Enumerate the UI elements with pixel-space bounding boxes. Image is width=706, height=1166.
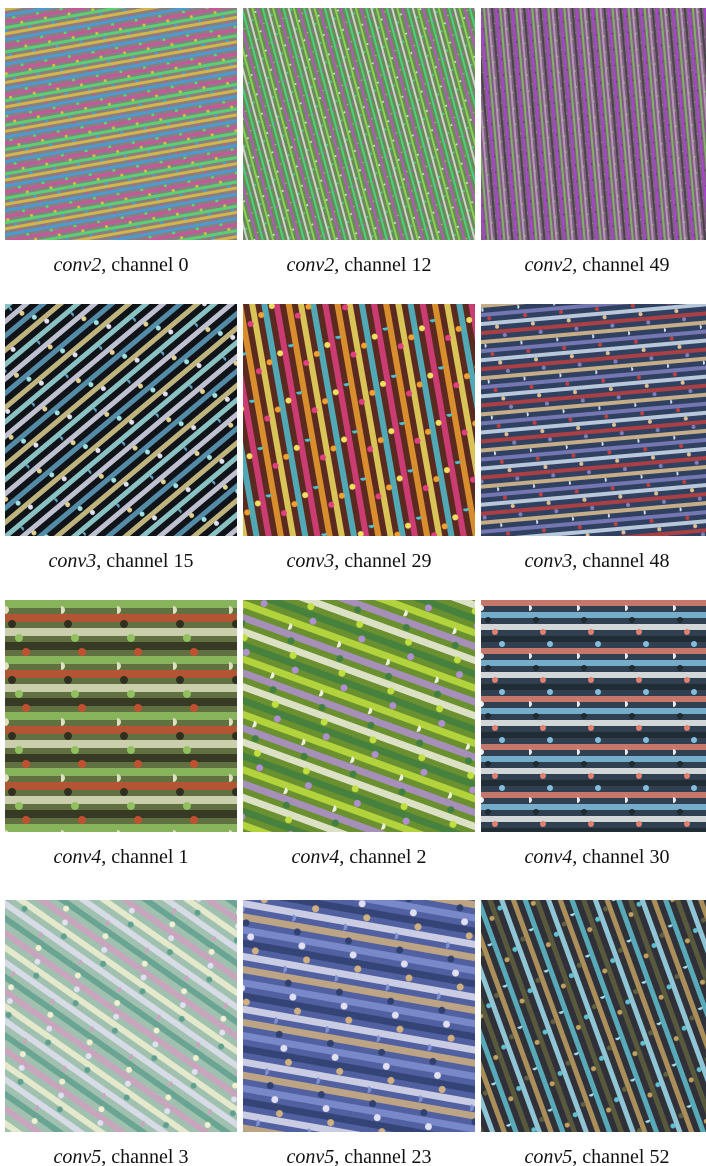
layer-name: conv4 — [291, 846, 340, 868]
feature-image — [5, 900, 237, 1132]
channel-label: , channel 15 — [96, 550, 194, 572]
caption: conv4, channel 1 — [5, 846, 237, 869]
feature-image — [481, 304, 706, 536]
layer-name: conv3 — [286, 550, 335, 572]
caption: conv3, channel 48 — [481, 550, 706, 573]
panel: conv3, channel 15 — [5, 304, 237, 573]
layer-name: conv2 — [53, 254, 102, 276]
layer-name: conv5 — [524, 1146, 573, 1166]
panel: conv4, channel 1 — [5, 600, 237, 869]
feature-image — [243, 600, 475, 832]
feature-image — [243, 900, 475, 1132]
panel: conv5, channel 3 — [5, 900, 237, 1166]
layer-name: conv4 — [53, 846, 102, 868]
panel: conv2, channel 12 — [243, 8, 475, 277]
panel: conv5, channel 23 — [243, 900, 475, 1166]
channel-label: , channel 29 — [334, 550, 432, 572]
panel: conv2, channel 0 — [5, 8, 237, 277]
texture — [481, 304, 706, 536]
layer-name: conv3 — [524, 550, 573, 572]
texture — [481, 600, 706, 832]
layer-name: conv3 — [48, 550, 97, 572]
channel-label: , channel 2 — [339, 846, 427, 868]
channel-label: , channel 0 — [101, 254, 189, 276]
layer-name: conv2 — [286, 254, 335, 276]
panel: conv3, channel 29 — [243, 304, 475, 573]
channel-label: , channel 49 — [572, 254, 670, 276]
caption: conv3, channel 15 — [5, 550, 237, 573]
texture — [243, 8, 475, 240]
panel: conv4, channel 30 — [481, 600, 706, 869]
feature-image — [243, 8, 475, 240]
channel-label: , channel 52 — [572, 1146, 670, 1166]
feature-image — [481, 900, 706, 1132]
layer-name: conv5 — [53, 1146, 102, 1166]
caption: conv5, channel 3 — [5, 1146, 237, 1166]
layer-name: conv4 — [524, 846, 573, 868]
texture — [243, 304, 475, 536]
texture — [481, 900, 706, 1132]
panel: conv5, channel 52 — [481, 900, 706, 1166]
caption: conv2, channel 49 — [481, 254, 706, 277]
texture — [243, 600, 475, 832]
layer-name: conv5 — [286, 1146, 335, 1166]
panel: conv3, channel 48 — [481, 304, 706, 573]
feature-image — [481, 600, 706, 832]
feature-image — [5, 8, 237, 240]
caption: conv2, channel 12 — [243, 254, 475, 277]
caption: conv5, channel 23 — [243, 1146, 475, 1166]
caption: conv5, channel 52 — [481, 1146, 706, 1166]
channel-label: , channel 1 — [101, 846, 189, 868]
texture — [481, 8, 706, 240]
channel-label: , channel 30 — [572, 846, 670, 868]
feature-image — [481, 8, 706, 240]
caption: conv4, channel 30 — [481, 846, 706, 869]
panel: conv2, channel 49 — [481, 8, 706, 277]
texture — [5, 8, 237, 240]
feature-image — [5, 304, 237, 536]
channel-label: , channel 12 — [334, 254, 432, 276]
texture — [243, 900, 475, 1132]
caption: conv4, channel 2 — [243, 846, 475, 869]
channel-label: , channel 23 — [334, 1146, 432, 1166]
panel: conv4, channel 2 — [243, 600, 475, 869]
texture — [5, 304, 237, 536]
layer-name: conv2 — [524, 254, 573, 276]
channel-label: , channel 3 — [101, 1146, 189, 1166]
texture — [5, 900, 237, 1132]
feature-image — [243, 304, 475, 536]
texture — [5, 600, 237, 832]
feature-image — [5, 600, 237, 832]
channel-label: , channel 48 — [572, 550, 670, 572]
caption: conv2, channel 0 — [5, 254, 237, 277]
caption: conv3, channel 29 — [243, 550, 475, 573]
